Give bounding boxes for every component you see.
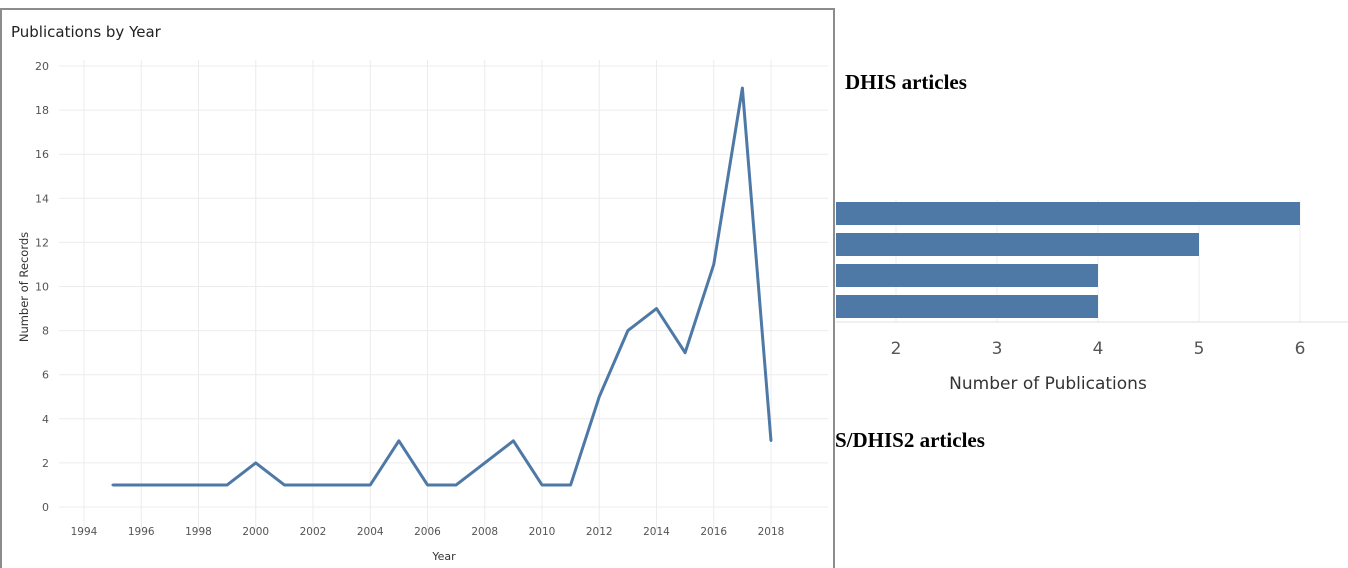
data-point bbox=[168, 483, 172, 487]
line-chart-panel: Publications by Year 0 2 4 6 8 10 12 14 16 18 20 19… bbox=[0, 8, 835, 568]
data-point bbox=[712, 263, 715, 266]
y-tick-label: 12 bbox=[35, 236, 49, 249]
bar-x-tick-label: 4 bbox=[1093, 339, 1104, 359]
data-point bbox=[140, 483, 143, 487]
data-point bbox=[540, 483, 544, 487]
bar-x-tick-label: 3 bbox=[992, 339, 1003, 359]
x-tick-label: 2000 bbox=[242, 526, 269, 538]
x-tick-label: 1996 bbox=[128, 526, 155, 538]
data-point bbox=[197, 483, 200, 487]
line-chart: 0 2 4 6 8 10 12 14 16 18 20 1994 1996 1998 2000 2002 200… bbox=[17, 60, 828, 563]
data-point bbox=[512, 439, 515, 443]
data-point bbox=[454, 483, 458, 487]
y-tick-label: 0 bbox=[42, 501, 49, 514]
bar bbox=[836, 295, 1098, 318]
line-chart-title: Publications by Year bbox=[11, 23, 161, 41]
data-point bbox=[283, 483, 286, 487]
x-tick-label: 2004 bbox=[357, 526, 384, 538]
data-point bbox=[397, 439, 401, 443]
data-point bbox=[369, 483, 372, 487]
y-tick-label: 4 bbox=[42, 413, 49, 426]
data-point bbox=[683, 351, 687, 354]
bar-x-tick-label: 2 bbox=[891, 339, 902, 359]
data-point bbox=[569, 483, 572, 487]
bar-chart: 2 3 4 5 6 Number of Publications bbox=[836, 200, 1348, 394]
x-tick-label: 1994 bbox=[71, 526, 98, 538]
data-point bbox=[111, 483, 114, 487]
y-tick-label: 2 bbox=[42, 457, 49, 470]
caption-dhis-articles: DHIS articles bbox=[845, 70, 967, 94]
y-tick-label: 10 bbox=[35, 281, 49, 294]
data-point bbox=[741, 86, 744, 90]
y-tick-label: 16 bbox=[35, 148, 49, 161]
bar bbox=[836, 233, 1199, 256]
x-tick-label: 2012 bbox=[586, 526, 613, 538]
x-tick-label: 2014 bbox=[643, 526, 670, 538]
series-line bbox=[112, 86, 773, 487]
bar-x-tick-label: 6 bbox=[1295, 339, 1306, 359]
y-axis-title: Number of Records bbox=[17, 232, 31, 342]
data-point bbox=[598, 395, 601, 398]
bar-x-tick-label: 5 bbox=[1194, 339, 1205, 359]
bar bbox=[836, 264, 1098, 287]
bar bbox=[836, 202, 1300, 225]
data-point bbox=[426, 483, 429, 487]
x-tick-label: 2016 bbox=[700, 526, 727, 538]
y-tick-label: 8 bbox=[42, 325, 49, 338]
y-tick-label: 20 bbox=[35, 60, 49, 73]
x-tick-label: 2018 bbox=[758, 526, 785, 538]
data-point bbox=[225, 483, 229, 487]
data-point bbox=[254, 461, 257, 465]
bar-x-axis-title: Number of Publications bbox=[949, 374, 1147, 394]
y-tick-label: 18 bbox=[35, 104, 49, 117]
x-tick-label: 2006 bbox=[414, 526, 441, 538]
data-point bbox=[311, 483, 315, 487]
caption-dhis2-articles: S/DHIS2 articles bbox=[835, 428, 985, 452]
x-axis-title: Year bbox=[431, 550, 456, 563]
x-tick-label: 2002 bbox=[300, 526, 327, 538]
data-point bbox=[483, 461, 486, 465]
x-tick-label: 2008 bbox=[471, 526, 498, 538]
data-point bbox=[340, 483, 343, 487]
data-point bbox=[626, 329, 630, 332]
data-point bbox=[769, 439, 773, 443]
y-tick-label: 14 bbox=[35, 192, 49, 205]
x-tick-label: 2010 bbox=[529, 526, 556, 538]
data-point bbox=[655, 307, 658, 310]
x-tick-label: 1998 bbox=[185, 526, 212, 538]
y-tick-label: 6 bbox=[42, 369, 49, 382]
